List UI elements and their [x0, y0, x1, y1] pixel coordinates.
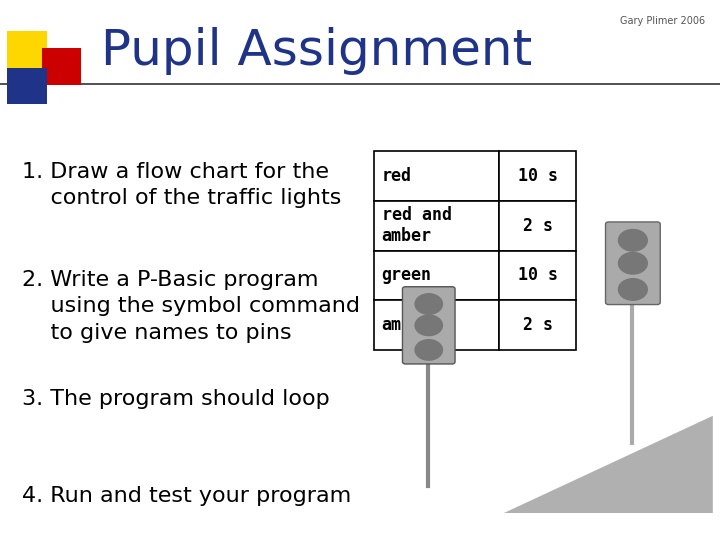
- Polygon shape: [346, 416, 713, 513]
- Text: green: green: [382, 266, 431, 285]
- Circle shape: [415, 294, 442, 314]
- Text: 4. Run and test your program: 4. Run and test your program: [22, 486, 351, 506]
- FancyBboxPatch shape: [402, 287, 455, 364]
- Bar: [374, 201, 500, 251]
- Text: 1. Draw a flow chart for the
    control of the traffic lights: 1. Draw a flow chart for the control of …: [22, 162, 341, 208]
- Text: 2 s: 2 s: [523, 217, 553, 235]
- Polygon shape: [475, 421, 677, 513]
- Text: Gary Plimer 2006: Gary Plimer 2006: [621, 16, 706, 26]
- Circle shape: [415, 315, 442, 335]
- Text: red: red: [382, 167, 412, 185]
- FancyBboxPatch shape: [42, 48, 81, 85]
- Circle shape: [618, 252, 647, 274]
- Polygon shape: [432, 421, 634, 513]
- Text: 3. The program should loop: 3. The program should loop: [22, 389, 329, 409]
- Bar: [500, 201, 576, 251]
- Text: Pupil Assignment: Pupil Assignment: [101, 28, 532, 75]
- Text: 10 s: 10 s: [518, 266, 558, 285]
- Bar: [500, 151, 576, 201]
- Circle shape: [618, 230, 647, 251]
- Circle shape: [618, 279, 647, 300]
- FancyBboxPatch shape: [7, 68, 47, 104]
- FancyBboxPatch shape: [606, 222, 660, 305]
- Text: amber: amber: [382, 316, 431, 334]
- Circle shape: [415, 340, 442, 360]
- Bar: [374, 151, 500, 201]
- Bar: [374, 300, 500, 350]
- Bar: [500, 251, 576, 300]
- Bar: [374, 251, 500, 300]
- Text: 10 s: 10 s: [518, 167, 558, 185]
- Text: 2 s: 2 s: [523, 316, 553, 334]
- Bar: [500, 300, 576, 350]
- FancyBboxPatch shape: [7, 31, 47, 68]
- Text: red and
amber: red and amber: [382, 206, 451, 245]
- Text: 2. Write a P-Basic program
    using the symbol command
    to give names to pin: 2. Write a P-Basic program using the sym…: [22, 270, 359, 343]
